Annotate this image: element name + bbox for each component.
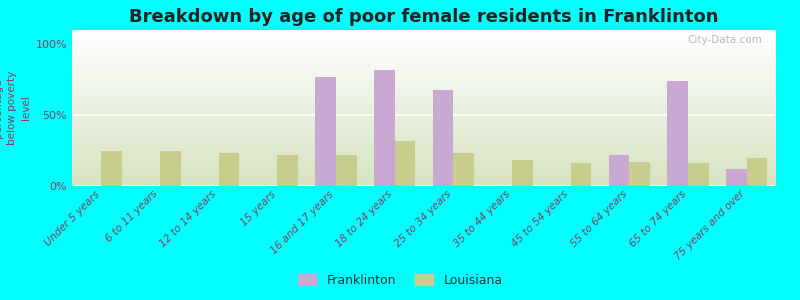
Bar [433,90,454,186]
Bar [394,141,415,186]
Bar [278,155,298,186]
Bar [667,81,688,186]
Bar [218,153,239,186]
Bar [160,151,181,186]
Bar [726,169,746,186]
Bar [102,151,122,186]
Text: City-Data.com: City-Data.com [687,35,762,45]
Title: Breakdown by age of poor female residents in Franklinton: Breakdown by age of poor female resident… [130,8,718,26]
Bar [688,163,709,186]
Bar [512,160,533,186]
Bar [630,162,650,186]
Bar [746,158,767,186]
Legend: Franklinton, Louisiana: Franklinton, Louisiana [294,270,506,291]
Y-axis label: percentage
below poverty
level: percentage below poverty level [0,71,31,145]
Bar [570,163,591,186]
Bar [374,70,394,186]
Bar [336,155,357,186]
Bar [315,77,336,186]
Bar [454,153,474,186]
Bar [609,155,630,186]
